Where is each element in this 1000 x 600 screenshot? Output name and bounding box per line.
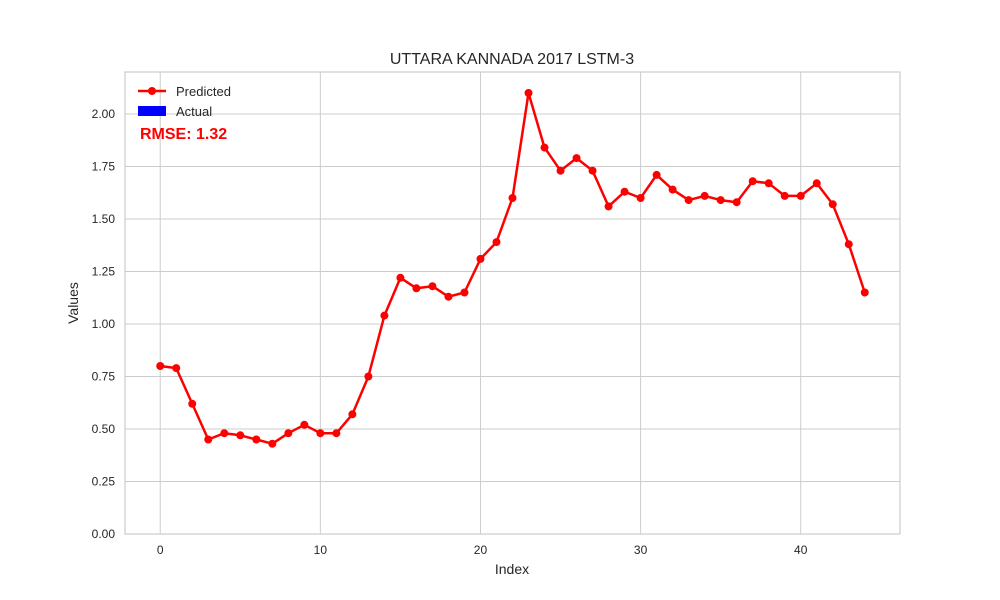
plot-area-frame (124, 71, 901, 535)
predicted-point (860, 288, 869, 297)
predicted-point (364, 372, 373, 381)
predicted-point (236, 431, 245, 440)
x-tick-label: 20 (474, 543, 488, 557)
predicted-point (684, 196, 693, 205)
y-tick-label: 2.00 (92, 107, 116, 121)
legend: Predicted Actual (138, 84, 231, 119)
y-tick-label: 1.50 (92, 212, 116, 226)
predicted-point (284, 429, 293, 438)
predicted-point (604, 202, 613, 211)
predicted-point (700, 191, 709, 200)
legend-actual-patch-icon (138, 106, 166, 116)
x-tick-label: 40 (794, 543, 808, 557)
predicted-point (764, 179, 773, 188)
predicted-point (188, 399, 197, 408)
predicted-point (380, 311, 389, 320)
predicted-point (812, 179, 821, 188)
predicted-point (620, 187, 629, 196)
y-tick-label: 1.75 (92, 160, 116, 174)
rmse-annotation: RMSE: 1.32 (140, 126, 227, 143)
legend-actual-label: Actual (176, 104, 212, 119)
predicted-point (428, 282, 437, 291)
predicted-point (556, 166, 565, 175)
grid-lines (125, 72, 900, 535)
predicted-point (668, 185, 677, 194)
predicted-point (300, 420, 309, 429)
x-tick-label: 10 (314, 543, 328, 557)
y-tick-label: 0.75 (92, 370, 116, 384)
predicted-point (252, 435, 261, 444)
predicted-point (412, 284, 421, 293)
predicted-point (204, 435, 213, 444)
predicted-point (460, 288, 469, 297)
x-tick-label: 30 (634, 543, 648, 557)
y-tick-label: 0.50 (92, 422, 116, 436)
predicted-point (796, 191, 805, 200)
predicted-point (780, 191, 789, 200)
predicted-point (540, 143, 549, 152)
predicted-series-line (160, 91, 866, 445)
series-layer (156, 89, 869, 448)
y-axis-label: Values (65, 282, 81, 324)
legend-predicted-label: Predicted (176, 84, 231, 99)
predicted-point (652, 170, 661, 179)
y-tick-label: 0.00 (92, 527, 116, 541)
y-tick-label: 1.00 (92, 317, 116, 331)
predicted-point (588, 166, 597, 175)
predicted-point (156, 362, 165, 370)
predicted-point (396, 273, 405, 282)
predicted-point (524, 89, 533, 97)
predicted-point (476, 254, 485, 263)
predicted-point (828, 200, 837, 209)
predicted-point (332, 429, 341, 438)
predicted-point (268, 439, 277, 448)
predicted-point (572, 154, 581, 163)
y-tick-label: 1.25 (92, 265, 116, 279)
predicted-point (444, 292, 453, 301)
tick-labels: 0 10 20 30 40 0.00 0.25 0.50 0.75 1.00 1.25 1.50 1.7… (92, 107, 808, 557)
x-tick-label: 0 (157, 543, 164, 557)
predicted-point (172, 364, 181, 373)
predicted-point (508, 194, 517, 202)
y-tick-label: 0.25 (92, 475, 116, 489)
predicted-point (348, 410, 357, 419)
chart-title: UTTARA KANNADA 2017 LSTM-3 (390, 51, 634, 68)
predicted-point (732, 198, 741, 207)
predicted-point (220, 429, 229, 438)
x-axis-label: Index (495, 561, 529, 577)
legend-predicted-marker-icon (148, 87, 156, 95)
predicted-point (844, 240, 853, 249)
predicted-point (492, 238, 501, 247)
predicted-point (716, 196, 725, 205)
predicted-point (748, 177, 757, 186)
predicted-point (316, 429, 325, 438)
predicted-point (636, 194, 645, 202)
